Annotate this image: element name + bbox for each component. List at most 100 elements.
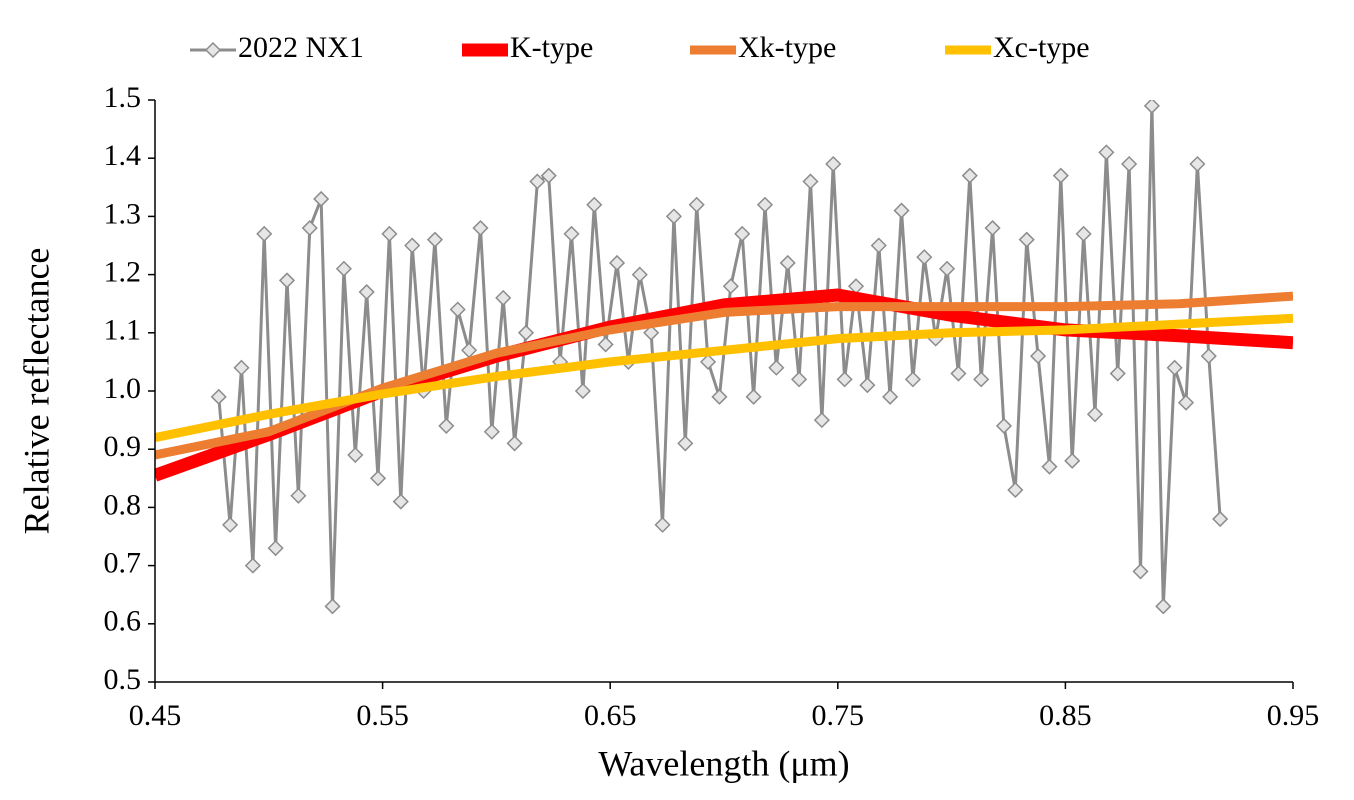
data-point <box>313 190 330 208</box>
data-point <box>1200 348 1217 365</box>
data-point <box>369 470 387 487</box>
data-point <box>540 167 557 184</box>
y-tick-label: 0.7 <box>104 546 142 579</box>
data-point <box>426 231 444 248</box>
x-tick-label: 0.65 <box>584 699 637 732</box>
data-point <box>1086 406 1104 423</box>
y-tick-label: 1.3 <box>104 197 142 230</box>
data-point <box>665 208 682 225</box>
data-point <box>995 417 1013 434</box>
data-point <box>608 254 626 272</box>
data-point <box>392 493 409 510</box>
data-point <box>574 382 591 400</box>
data-point <box>563 225 580 242</box>
data-point <box>461 342 478 359</box>
data-point <box>483 423 500 440</box>
data-point <box>973 371 990 388</box>
data-point <box>1052 167 1069 184</box>
data-point <box>745 388 762 405</box>
data-point <box>756 196 774 213</box>
data-point <box>984 219 1001 237</box>
data-point <box>779 254 796 272</box>
data-point <box>1189 155 1206 173</box>
data-point <box>916 249 933 266</box>
data-point <box>301 219 318 237</box>
data-point <box>267 540 284 557</box>
data-point <box>802 173 819 190</box>
data-point <box>734 225 751 242</box>
legend-marker <box>204 41 222 59</box>
y-tick-label: 1.0 <box>104 372 142 405</box>
data-point <box>813 412 830 429</box>
data-point <box>438 417 455 434</box>
y-tick-label: 0.5 <box>104 663 142 696</box>
data-point <box>893 202 910 219</box>
data-point <box>1132 563 1149 580</box>
data-point <box>256 225 273 242</box>
data-point <box>1075 225 1092 242</box>
data-point <box>290 487 307 504</box>
x-tick-label: 0.75 <box>812 699 865 732</box>
legend-label: Xc-type <box>993 31 1090 64</box>
data-point <box>700 353 717 370</box>
data-point <box>335 260 352 277</box>
data-point <box>1166 359 1183 376</box>
data-point <box>1155 598 1172 615</box>
data-point <box>347 446 364 464</box>
data-point <box>381 225 398 242</box>
x-tick-label: 0.55 <box>356 699 409 732</box>
data-point <box>1212 510 1229 528</box>
y-tick-label: 1.1 <box>104 314 142 347</box>
data-point <box>404 237 421 254</box>
data-point <box>643 324 660 341</box>
data-point <box>358 283 375 301</box>
data-point <box>278 272 296 289</box>
data-point <box>859 377 876 394</box>
data-point <box>517 324 535 341</box>
data-point <box>1018 231 1035 248</box>
series-line <box>155 313 1293 443</box>
data-point <box>324 598 341 615</box>
data-point <box>882 388 899 405</box>
plot-area <box>155 100 1293 615</box>
y-tick-label: 1.4 <box>104 139 142 172</box>
y-tick-label: 1.5 <box>104 81 142 114</box>
data-point <box>711 388 728 405</box>
data-point <box>506 435 523 452</box>
data-point <box>722 278 739 295</box>
y-axis-title: Relative reflectance <box>16 248 56 535</box>
data-point <box>1007 481 1024 499</box>
data-point <box>1064 452 1081 469</box>
data-point <box>961 167 978 184</box>
data-point <box>654 516 671 533</box>
x-tick-label: 0.85 <box>1039 699 1092 732</box>
data-point <box>870 237 887 254</box>
data-point <box>244 557 261 574</box>
data-point <box>1109 365 1126 382</box>
data-point <box>688 196 705 213</box>
data-point <box>449 301 466 318</box>
x-tick-label: 0.95 <box>1267 699 1320 732</box>
data-point <box>472 219 489 237</box>
data-point <box>904 371 921 388</box>
data-point <box>1030 348 1047 365</box>
data-point <box>791 371 808 388</box>
y-tick-label: 0.6 <box>104 605 142 638</box>
data-point <box>1177 394 1195 411</box>
data-point <box>1041 458 1058 475</box>
data-point <box>938 260 956 277</box>
y-tick-label: 0.9 <box>104 430 142 463</box>
data-point <box>825 155 842 173</box>
data-point <box>836 371 853 388</box>
legend-label: 2022 NX1 <box>238 31 364 64</box>
y-tick-label: 0.8 <box>104 488 142 521</box>
data-point <box>1143 100 1160 114</box>
data-point <box>529 173 546 190</box>
data-point <box>631 266 648 283</box>
data-point <box>222 516 239 533</box>
data-point <box>586 196 603 213</box>
data-point <box>210 388 227 405</box>
x-tick-label: 0.45 <box>129 699 182 732</box>
x-axis-title: Wavelength (μm) <box>598 743 849 783</box>
